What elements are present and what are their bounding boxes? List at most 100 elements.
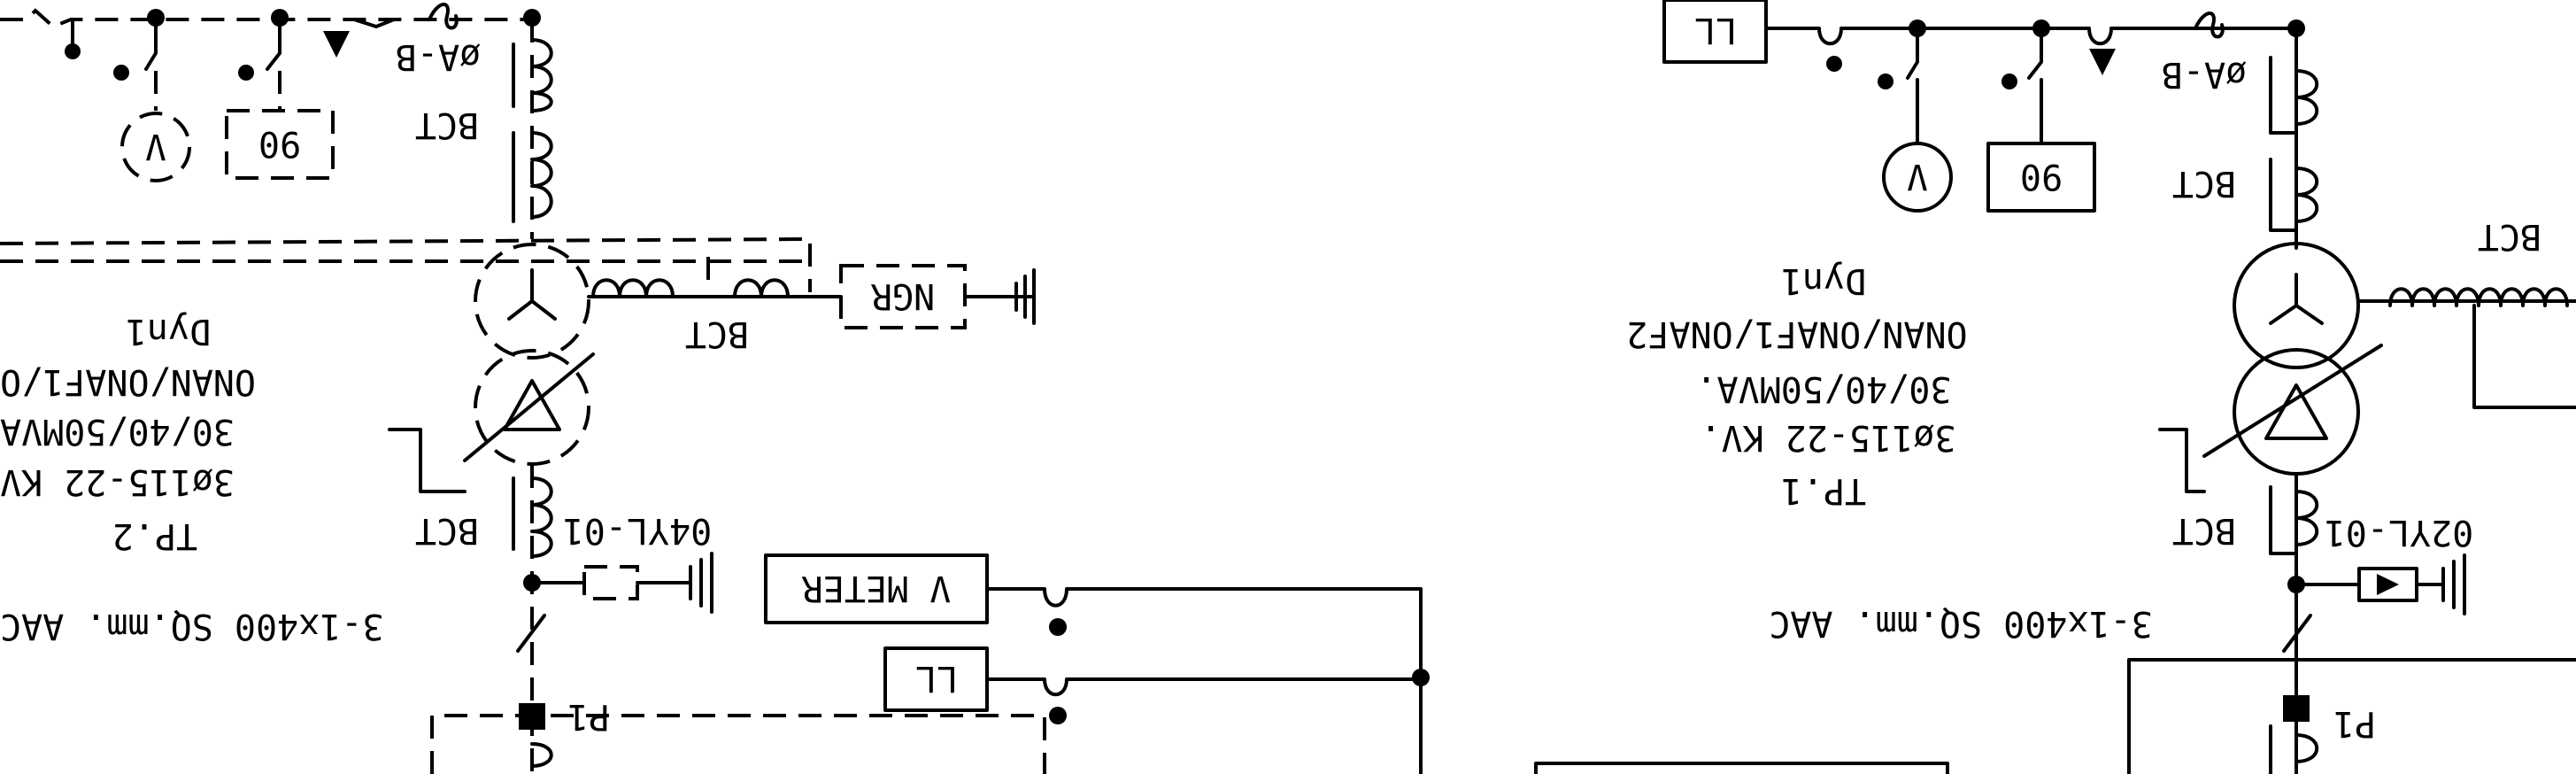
tp2-volt-circle [120,112,191,182]
tp1-arrow-down [2089,49,2116,75]
tp1-ll-top-box [1662,0,1768,64]
tp2-delta-winding [474,349,590,466]
tp1-bottom-box [1534,762,1949,774]
tp1-tap-bracket [2158,428,2206,493]
tp2-bct-a [512,38,553,112]
tp1-phase-label: øA-B [2162,54,2247,95]
tp2-delta-symbol [503,379,561,431]
tp2-bct-c [512,476,553,558]
tp2-cable-label: 3-1x400 SQ.mm. AAC [0,606,383,646]
tp1-rating-label: 30/40/50MVA. [1696,368,1952,409]
tp1-switch-3 [2027,27,2043,80]
tp1-bct-a-label: BCT [2172,163,2236,204]
tp2-cable-slash [516,614,546,653]
tp1-right-bracket [2472,304,2576,409]
tp1-switch-2-dot [1878,74,1893,89]
tp2-p1-coil [530,742,553,768]
tp2-ngr-outline [0,236,812,292]
tp2-bct-a-label: BCT [415,104,479,145]
tp1-switch-2 [1906,27,1919,80]
tp2-rating-label: 30/40/50MVA [0,411,235,452]
tp1-name-label: TP.1 [1781,470,1866,511]
tp2-tap-bracket [388,428,467,493]
tp2-phase-label: øA-B [396,36,481,77]
tp2-unit: V 90 øA-B BCT BCT NGR BCT 04YL-01 [0,3,1430,774]
tp1-ll-top-label: LL [1694,10,1737,50]
tp2-switch-3-dot [238,65,254,81]
tp2-ll-label: LL [915,658,958,699]
tp2-vt-lead [352,18,396,28]
tp2-ll-dot [1049,707,1067,724]
tp1-top-bus [1764,27,2299,46]
tp1-p1-label: P1 [2333,703,2376,744]
tp2-bct-ngr-label: BCT [685,313,749,354]
tp2-top-bus [0,8,531,29]
tp2-arrow-down [323,31,350,58]
tp2-wye-winding [474,243,590,360]
tp1-cable-slash [2282,614,2312,653]
tp1-bct-c-label: BCT [2172,510,2236,551]
tp1-p1-marker [2283,695,2310,722]
tp2-ground-symbol [1014,268,1036,325]
tp1-volt-label: V [1907,156,1928,197]
tp2-p1-marker [519,703,545,730]
tp1-bus-dot-a [1826,56,1842,72]
tp2-ngr-box [839,264,967,329]
tp2-vmeter-label: V METER [801,568,951,608]
tp1-bct-c [2269,485,2319,555]
tp2-switch-2 [144,18,158,71]
tp2-relay-90-label: 90 [258,123,301,164]
tp2-volt-label: V [145,126,166,166]
tp2-vector-label: Dyn1 [126,311,211,352]
tp2-ll-line [985,677,1423,697]
tp2-p1-box [430,714,1046,774]
tp2-switch-3 [266,18,282,71]
tp1-delta-symbol [2264,383,2328,440]
tp1-bct-right-label: BCT [2478,216,2541,257]
tp2-name-label: TP.2 [112,515,197,556]
tp1-la-box [2357,567,2418,602]
tp2-bct-b [512,131,553,223]
tp1-wye-winding [2233,242,2360,369]
tp2-wye-symbol [507,268,557,321]
tp2-p1-label: P1 [567,696,610,737]
tp2-meter-line [985,587,1423,774]
tp1-relay-90-label: 90 [2020,156,2063,197]
tp1-vector-label: Dyn1 [1781,260,1866,301]
tp2-bct-b-label: BCT [415,510,479,551]
tp1-switch-3-dot [2001,74,2017,89]
tp1-cooling-label: ONAN/ONAF1/ONAF2 [1626,313,1967,354]
tp2-vt-coil [428,3,459,30]
tp2-la-tag: 04YL-01 [563,510,713,551]
tp2-switch-1-dot [65,43,81,59]
tp1-voltage-label: 3ø115-22 KV. [1701,417,1956,458]
tp2-tap-arrow [463,352,595,462]
tp1-p1-coil [2269,724,2319,774]
tp1-meter-drop [1916,78,2043,145]
tp1-cable-label: 3-1x400 SQ.mm. AAC [1769,603,2152,644]
tp2-voltage-label: 3ø115-22 KV [0,461,235,502]
tp1-volt-circle [1882,142,1953,213]
tp1-relay-90-box [1986,142,2096,213]
tp1-unit: LL V 90 øA-B BCT BCT BCT [1534,0,2576,774]
tp2-ngr-label: NGR [870,275,935,316]
tp2-la-ground [689,552,713,614]
tp1-bct-a [2269,56,2319,135]
tp2-la-box [582,565,639,600]
tp1-lower-box [2127,658,2576,774]
tp1-bct-b [2269,158,2319,232]
tp1-right-bct [2356,287,2576,307]
tp2-cooling-label: ONAN/ONAF1/O [0,361,256,402]
tp2-bus-node-3 [523,9,541,27]
tp1-vt-coil [2194,12,2225,39]
tp1-la-ground [2441,553,2466,615]
tp1-la-arrow [2377,574,2399,595]
tp1-la-tag: 02YL-01 [2325,512,2474,553]
tp2-ngr-bct-coil [591,278,790,298]
tp2-switch-2-dot [113,65,129,81]
tp2-meter-dot-1 [1049,618,1067,636]
tp1-wye-symbol [2269,273,2324,325]
tp1-tap-arrow [2202,344,2383,458]
tp2-relay-90-box [225,109,335,180]
